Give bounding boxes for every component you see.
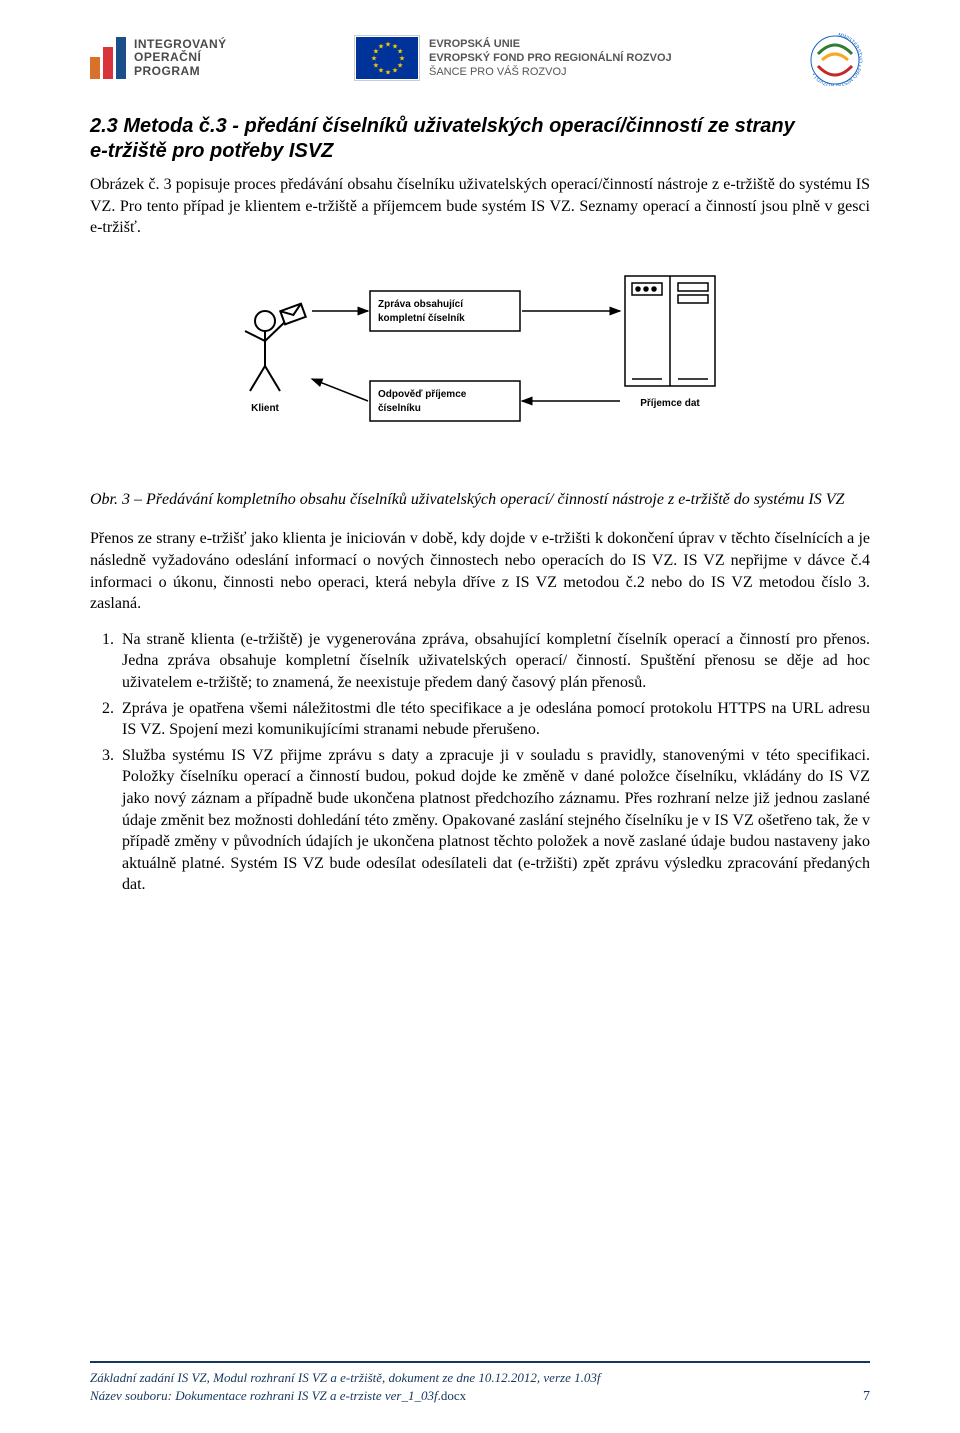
steps-list: Na straně klienta (e-tržiště) je vygener… — [118, 629, 870, 896]
footer-text: Základní zadání IS VZ, Modul rozhraní IS… — [90, 1369, 600, 1405]
section-heading: 2.3 Metoda č.3 - předání číselníků uživa… — [90, 114, 870, 164]
client-icon — [245, 303, 306, 390]
page-number: 7 — [863, 1389, 870, 1405]
heading-line2: e-tržiště pro potřeby ISVZ — [90, 140, 333, 162]
page-footer: Základní zadání IS VZ, Modul rozhraní IS… — [90, 1361, 870, 1405]
iop-logo: INTEGROVANÝ OPERAČNÍ PROGRAM — [90, 37, 227, 79]
eu-line1: EVROPSKÁ UNIE — [429, 37, 672, 51]
message-box-2 — [370, 381, 520, 421]
footer-line1: Základní zadání IS VZ, Modul rozhraní IS… — [90, 1369, 600, 1387]
process-diagram: Klient Zpráva obsahující kompletní čísel… — [220, 261, 740, 471]
step-1: Na straně klienta (e-tržiště) je vygener… — [118, 629, 870, 694]
intro-paragraph: Obrázek č. 3 popisuje proces předávání o… — [90, 174, 870, 239]
box1-line1: Zpráva obsahující — [378, 299, 464, 310]
eu-line3: ŠANCE PRO VÁŠ ROZVOJ — [429, 65, 672, 79]
eu-text: EVROPSKÁ UNIE EVROPSKÝ FOND PRO REGIONÁL… — [429, 37, 672, 80]
eu-flag-icon: ★★★★★★★★★★★★ — [355, 36, 419, 80]
iop-line3: PROGRAM — [134, 65, 227, 78]
message-box-1 — [370, 291, 520, 331]
para2: Přenos ze strany e-tržišť jako klienta j… — [90, 528, 870, 614]
footer-line2: Název souboru: Dokumentace rozhrani IS V… — [90, 1387, 600, 1405]
header-logo-strip: INTEGROVANÝ OPERAČNÍ PROGRAM ★★★★★★★★★★★… — [90, 30, 870, 86]
iop-line2: OPERAČNÍ — [134, 51, 227, 64]
box1-line2: kompletní číselník — [378, 313, 465, 324]
footer-line2-file: Dokumentace rozhrani IS VZ a e-trziste v… — [175, 1388, 437, 1403]
step-2: Zpráva je opatřena všemi náležitostmi dl… — [118, 698, 870, 741]
iop-bars-icon — [90, 37, 126, 79]
arrow-resp-to-client — [312, 379, 368, 401]
server-label: Příjemce dat — [640, 398, 700, 409]
mmr-logo: MINISTERSTVO • PRO MÍSTNÍ ROZVOJ • — [800, 30, 870, 86]
eu-logo-block: ★★★★★★★★★★★★ EVROPSKÁ UNIE EVROPSKÝ FOND… — [355, 36, 672, 80]
diagram-container: Klient Zpráva obsahující kompletní čísel… — [90, 261, 870, 471]
heading-line1: 2.3 Metoda č.3 - předání číselníků uživa… — [90, 115, 795, 137]
client-label: Klient — [251, 403, 279, 414]
figure-caption: Obr. 3 – Předávání kompletního obsahu čí… — [90, 489, 870, 511]
page: INTEGROVANÝ OPERAČNÍ PROGRAM ★★★★★★★★★★★… — [0, 0, 960, 1433]
footer-line2-prefix: Název souboru: — [90, 1388, 175, 1403]
svg-text:MINISTERSTVO • PRO MÍSTNÍ ROZV: MINISTERSTVO • PRO MÍSTNÍ ROZVOJ • — [811, 32, 863, 86]
step-3: Služba systému IS VZ přijme zprávu s dat… — [118, 745, 870, 896]
box2-line1: Odpověď příjemce — [378, 389, 467, 400]
footer-line2-suffix: .docx — [438, 1388, 467, 1403]
box2-line2: číselníku — [378, 403, 421, 414]
eu-line2: EVROPSKÝ FOND PRO REGIONÁLNÍ ROZVOJ — [429, 51, 672, 65]
iop-text: INTEGROVANÝ OPERAČNÍ PROGRAM — [134, 38, 227, 78]
server-icon — [625, 276, 715, 386]
